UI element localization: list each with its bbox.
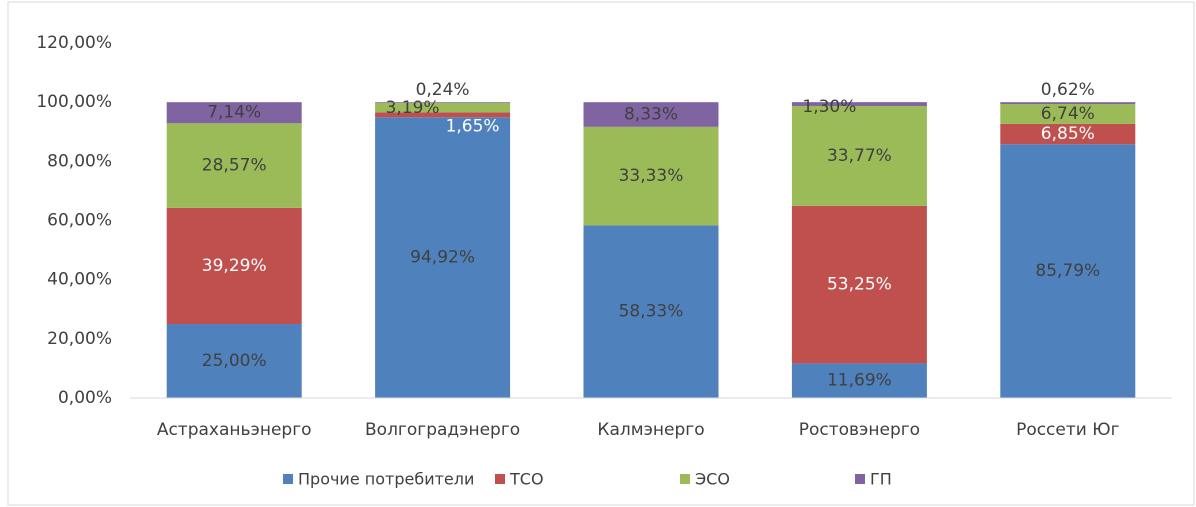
data-label: 6,85% (1041, 124, 1095, 144)
y-tick-label: 40,00% (47, 270, 112, 290)
legend-label: ГП (870, 470, 892, 489)
data-label: 0,62% (1041, 80, 1095, 100)
data-label: 25,00% (202, 351, 267, 371)
x-tick-label: Волгоградэнерго (365, 420, 520, 440)
data-label: 53,25% (827, 275, 892, 295)
data-label: 94,92% (410, 248, 475, 268)
data-label: 85,79% (1035, 261, 1100, 281)
legend-label: Прочие потребители (298, 470, 474, 489)
bar-segment (583, 126, 719, 226)
bar-segment (1000, 123, 1136, 145)
bar-segment (791, 102, 927, 106)
data-label: 7,14% (207, 103, 261, 123)
legend-label: ЭСО (695, 470, 730, 489)
y-tick-label: 120,00% (36, 33, 112, 53)
x-tick-label: Калмэнерго (597, 420, 704, 440)
bar-segment (375, 117, 511, 398)
data-label: 0,24% (416, 80, 470, 100)
bar-segment (166, 207, 302, 325)
x-tick-label: Ростовэнерго (799, 420, 920, 440)
bar-segment (1000, 104, 1136, 124)
bar-segment (375, 112, 511, 118)
bar-segment (166, 324, 302, 398)
bar-segment (583, 225, 719, 398)
x-tick-label: Россети Юг (1016, 420, 1120, 440)
data-label: 28,57% (202, 156, 267, 176)
y-tick-label: 0,00% (58, 388, 112, 408)
data-label: 39,29% (202, 256, 267, 276)
bar-segment (791, 363, 927, 398)
bar-segment (791, 205, 927, 364)
y-tick-label: 80,00% (47, 151, 112, 171)
y-tick-label: 100,00% (36, 92, 112, 112)
legend-swatch (283, 474, 293, 484)
y-tick-label: 60,00% (47, 211, 112, 231)
bar-segment (166, 123, 302, 208)
y-tick-label: 20,00% (47, 329, 112, 349)
legend-swatch (495, 474, 505, 484)
bar-segment (1000, 144, 1136, 398)
data-label: 1,30% (802, 97, 856, 117)
data-label: 8,33% (624, 105, 678, 125)
bar-segment (166, 102, 302, 124)
bar-segment (791, 105, 927, 206)
legend-swatch (855, 474, 865, 484)
data-label: 1,65% (446, 116, 500, 136)
legend-label: ТСО (509, 470, 544, 489)
bar-segment (375, 102, 511, 113)
data-label: 3,19% (386, 98, 440, 118)
bar-segment (583, 102, 719, 127)
bar-segment (375, 102, 511, 103)
data-label: 33,33% (619, 166, 684, 186)
bar-segment (1000, 102, 1136, 105)
data-label: 6,74% (1041, 104, 1095, 124)
data-label: 33,77% (827, 146, 892, 166)
x-tick-label: Астраханьэнерго (157, 420, 312, 440)
legend-swatch (680, 474, 690, 484)
data-label: 11,69% (827, 371, 892, 391)
data-label: 58,33% (619, 302, 684, 322)
